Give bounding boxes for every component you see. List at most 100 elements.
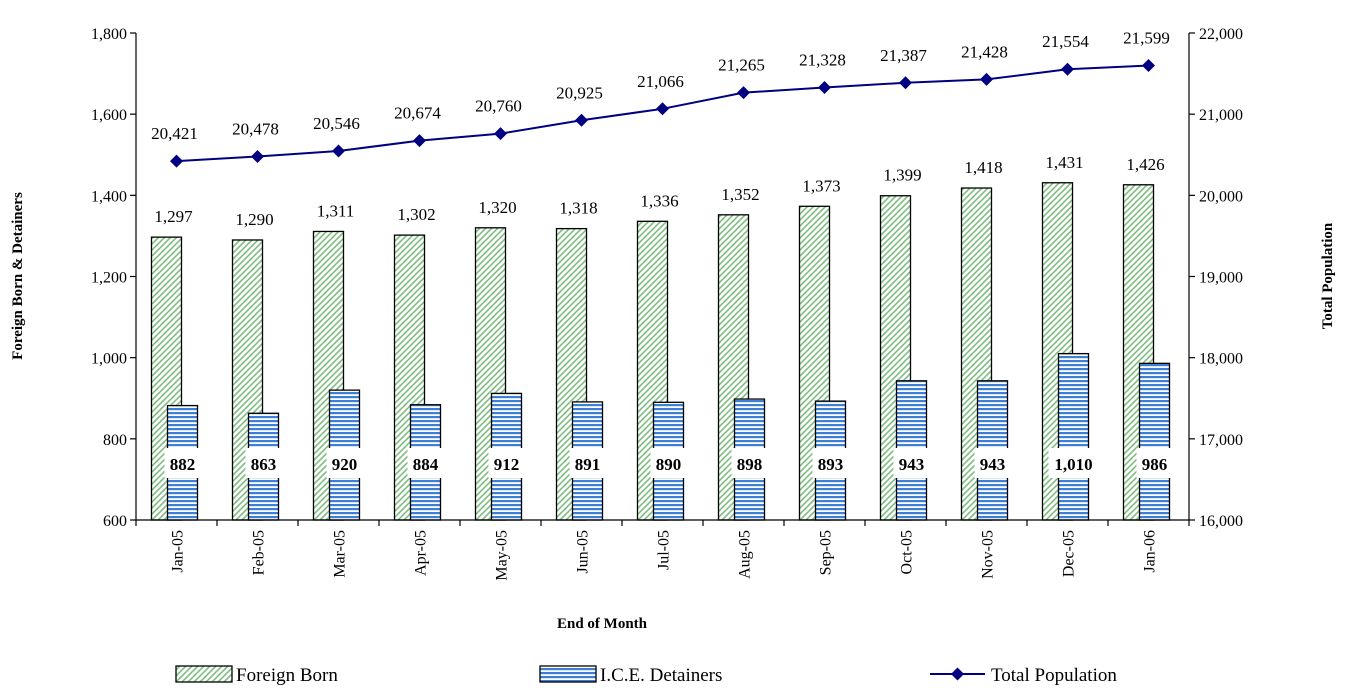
marker-total-population-oct-05 <box>899 76 912 90</box>
legend-label-total-population: Total Population <box>991 665 1117 686</box>
data-label-total-population-apr-05: 20,674 <box>394 104 441 123</box>
y2-tick-label: 18,000 <box>1199 351 1243 368</box>
y-tick-label: 1,200 <box>91 270 127 287</box>
legend-label-foreign-born: Foreign Born <box>236 665 338 686</box>
data-label-foreign-born-nov-05: 1,418 <box>964 158 1002 177</box>
data-label-ice-detainers-nov-05: 943 <box>980 455 1006 474</box>
data-label-total-population-feb-05: 20,478 <box>232 120 279 139</box>
data-label-total-population-nov-05: 21,428 <box>961 42 1008 61</box>
marker-total-population-apr-05 <box>413 134 426 148</box>
marker-total-population-jan-06 <box>1142 59 1155 73</box>
data-label-total-population-mar-05: 20,546 <box>313 114 360 133</box>
marker-total-population-aug-05 <box>737 86 750 100</box>
data-label-foreign-born-jun-05: 1,318 <box>559 199 597 218</box>
data-label-bg-ice-detainers-feb-05 <box>245 448 282 478</box>
data-label-bg-ice-detainers-aug-05 <box>731 448 768 478</box>
data-label-total-population-jun-05: 20,925 <box>556 83 603 102</box>
data-label-total-population-jan-06: 21,599 <box>1123 29 1170 48</box>
marker-total-population-jul-05 <box>656 102 669 116</box>
y2-axis-title: Total Population <box>1320 222 1336 329</box>
data-label-total-population-dec-05: 21,554 <box>1042 32 1089 51</box>
x-tick-label-apr-05: Apr-05 <box>413 530 430 576</box>
axes-layer: 600 800 1,000 1,200 1,400 1,600 1,800 16,000 17,… <box>91 26 1243 581</box>
data-label-ice-detainers-jan-06: 986 <box>1142 455 1168 474</box>
legend-marker-total-population <box>951 667 964 681</box>
bar-ice-detainers-jan-06 <box>1138 362 1171 521</box>
data-label-ice-detainers-oct-05: 943 <box>899 455 925 474</box>
x-tick-label-nov-05: Nov-05 <box>980 530 997 579</box>
data-label-ice-detainers-aug-05: 898 <box>737 455 763 474</box>
data-label-total-population-jan-05: 20,421 <box>151 124 198 143</box>
bar-ice-detainers-dec-05 <box>1057 352 1090 521</box>
data-label-bg-ice-detainers-apr-05 <box>407 448 444 478</box>
x-tick-label-oct-05: Oct-05 <box>899 530 916 574</box>
data-label-total-population-sep-05: 21,328 <box>799 51 846 70</box>
y-axis-title: Foreign Born & Detainers <box>10 192 26 360</box>
data-label-foreign-born-dec-05: 1,431 <box>1045 153 1083 172</box>
data-label-bg-ice-detainers-sep-05 <box>812 448 849 478</box>
marker-total-population-jan-05 <box>170 154 183 168</box>
data-label-bg-ice-detainers-may-05 <box>488 448 525 478</box>
data-label-bg-ice-detainers-nov-05 <box>974 448 1011 478</box>
data-label-foreign-born-feb-05: 1,290 <box>235 210 273 229</box>
x-tick-label-dec-05: Dec-05 <box>1061 530 1078 577</box>
y2-tick-label: 22,000 <box>1199 26 1243 43</box>
data-label-bg-ice-detainers-dec-05 <box>1048 448 1099 478</box>
data-label-ice-detainers-jul-05: 890 <box>656 455 682 474</box>
y-tick-label: 1,400 <box>91 188 127 205</box>
data-label-ice-detainers-sep-05: 893 <box>818 455 844 474</box>
marker-total-population-nov-05 <box>980 72 993 86</box>
y-tick-label: 1,600 <box>91 107 127 124</box>
y-tick-label: 1,000 <box>91 351 127 368</box>
x-tick-label-mar-05: Mar-05 <box>332 530 349 578</box>
y2-tick-label: 21,000 <box>1199 107 1243 124</box>
x-tick-label-may-05: May-05 <box>494 530 511 581</box>
data-label-bg-ice-detainers-jan-05 <box>164 448 201 478</box>
y2-tick-label: 17,000 <box>1199 432 1243 449</box>
data-label-bg-ice-detainers-jan-06 <box>1136 448 1173 478</box>
marker-total-population-dec-05 <box>1061 62 1074 76</box>
data-label-ice-detainers-jan-05: 882 <box>170 455 196 474</box>
data-label-foreign-born-oct-05: 1,399 <box>883 166 921 185</box>
data-label-ice-detainers-mar-05: 920 <box>332 455 358 474</box>
marker-total-population-jun-05 <box>575 113 588 127</box>
data-label-foreign-born-jan-06: 1,426 <box>1126 155 1164 174</box>
x-tick-label-jul-05: Jul-05 <box>656 530 673 570</box>
y2-tick-label: 20,000 <box>1199 188 1243 205</box>
y2-tick-label: 16,000 <box>1199 513 1243 530</box>
data-label-ice-detainers-may-05: 912 <box>494 455 520 474</box>
x-tick-label-feb-05: Feb-05 <box>251 530 268 575</box>
x-tick-label-sep-05: Sep-05 <box>818 530 835 575</box>
x-tick-label-jan-06: Jan-06 <box>1142 530 1159 573</box>
data-label-ice-detainers-feb-05: 863 <box>251 455 277 474</box>
data-label-ice-detainers-apr-05: 884 <box>413 455 439 474</box>
legend-label-ice-detainers: I.C.E. Detainers <box>600 665 722 686</box>
x-tick-label-aug-05: Aug-05 <box>737 530 754 579</box>
data-label-bg-ice-detainers-oct-05 <box>893 448 930 478</box>
legend-swatch-foreign-born <box>175 665 233 683</box>
data-label-total-population-aug-05: 21,265 <box>718 56 765 75</box>
legend: Foreign Born I.C.E. Detainers Total Popu… <box>175 665 1117 686</box>
data-label-bg-ice-detainers-jun-05 <box>569 448 606 478</box>
data-label-ice-detainers-jun-05: 891 <box>575 455 601 474</box>
data-label-bg-ice-detainers-mar-05 <box>326 448 363 478</box>
data-label-total-population-jul-05: 21,066 <box>637 72 684 91</box>
data-label-foreign-born-jan-05: 1,297 <box>154 207 193 226</box>
marker-total-population-feb-05 <box>251 150 264 164</box>
marker-total-population-mar-05 <box>332 144 345 158</box>
x-axis-title: End of Month <box>557 616 648 632</box>
data-label-foreign-born-apr-05: 1,302 <box>397 205 435 224</box>
legend-swatch-ice-detainers <box>539 665 597 683</box>
data-label-bg-ice-detainers-jul-05 <box>650 448 687 478</box>
labels-layer: 1,297 1,290 1,311 1,302 1,320 1,318 1,336 1,352… <box>151 29 1173 478</box>
x-tick-label-jan-05: Jan-05 <box>170 530 187 573</box>
y-tick-label: 1,800 <box>91 26 127 43</box>
data-label-foreign-born-may-05: 1,320 <box>478 198 516 217</box>
y-tick-label: 600 <box>103 513 127 530</box>
data-label-total-population-oct-05: 21,387 <box>880 46 927 65</box>
line-layer <box>170 59 1155 168</box>
data-label-total-population-may-05: 20,760 <box>475 97 522 116</box>
y-tick-label: 800 <box>103 432 127 449</box>
data-label-foreign-born-jul-05: 1,336 <box>640 191 678 210</box>
